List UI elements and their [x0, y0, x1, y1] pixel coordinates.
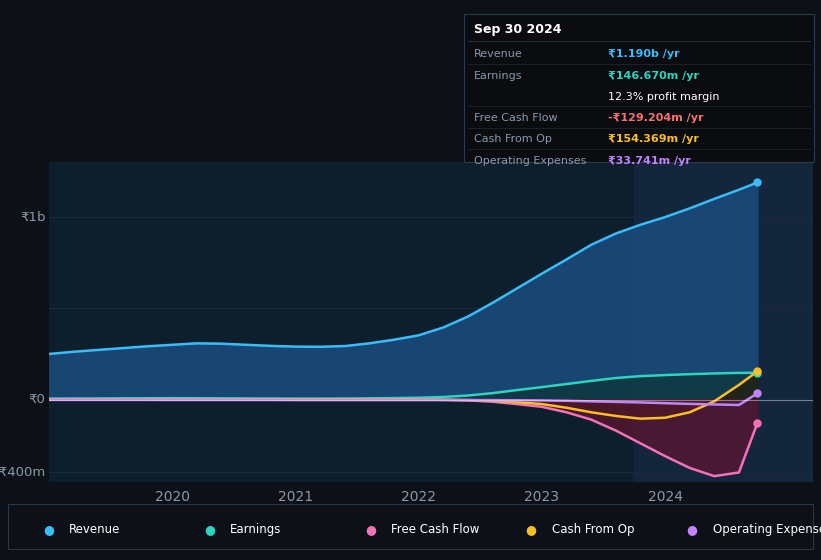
Text: Free Cash Flow: Free Cash Flow [474, 113, 557, 123]
Text: ●: ● [204, 522, 215, 536]
Text: ₹1b: ₹1b [20, 211, 45, 223]
Text: ●: ● [43, 522, 54, 536]
Text: Cash From Op: Cash From Op [552, 522, 634, 536]
Text: -₹129.204m /yr: -₹129.204m /yr [608, 113, 703, 123]
Text: ●: ● [365, 522, 376, 536]
Text: 12.3% profit margin: 12.3% profit margin [608, 92, 719, 102]
Text: -₹400m: -₹400m [0, 466, 45, 479]
Text: ●: ● [686, 522, 698, 536]
Text: Cash From Op: Cash From Op [474, 134, 552, 144]
Text: Earnings: Earnings [474, 71, 522, 81]
Text: Revenue: Revenue [474, 49, 522, 59]
Text: ₹146.670m /yr: ₹146.670m /yr [608, 71, 699, 81]
Text: ●: ● [525, 522, 537, 536]
Text: ₹33.741m /yr: ₹33.741m /yr [608, 156, 690, 166]
Text: ₹154.369m /yr: ₹154.369m /yr [608, 134, 699, 144]
Text: ₹1.190b /yr: ₹1.190b /yr [608, 49, 679, 59]
Text: Operating Expenses: Operating Expenses [713, 522, 821, 536]
Text: Earnings: Earnings [230, 522, 282, 536]
Bar [635, 162, 813, 482]
Text: Operating Expenses: Operating Expenses [474, 156, 586, 166]
Text: Free Cash Flow: Free Cash Flow [391, 522, 479, 536]
Text: Revenue: Revenue [69, 522, 121, 536]
Text: ₹0: ₹0 [29, 393, 45, 406]
Text: Sep 30 2024: Sep 30 2024 [474, 23, 562, 36]
